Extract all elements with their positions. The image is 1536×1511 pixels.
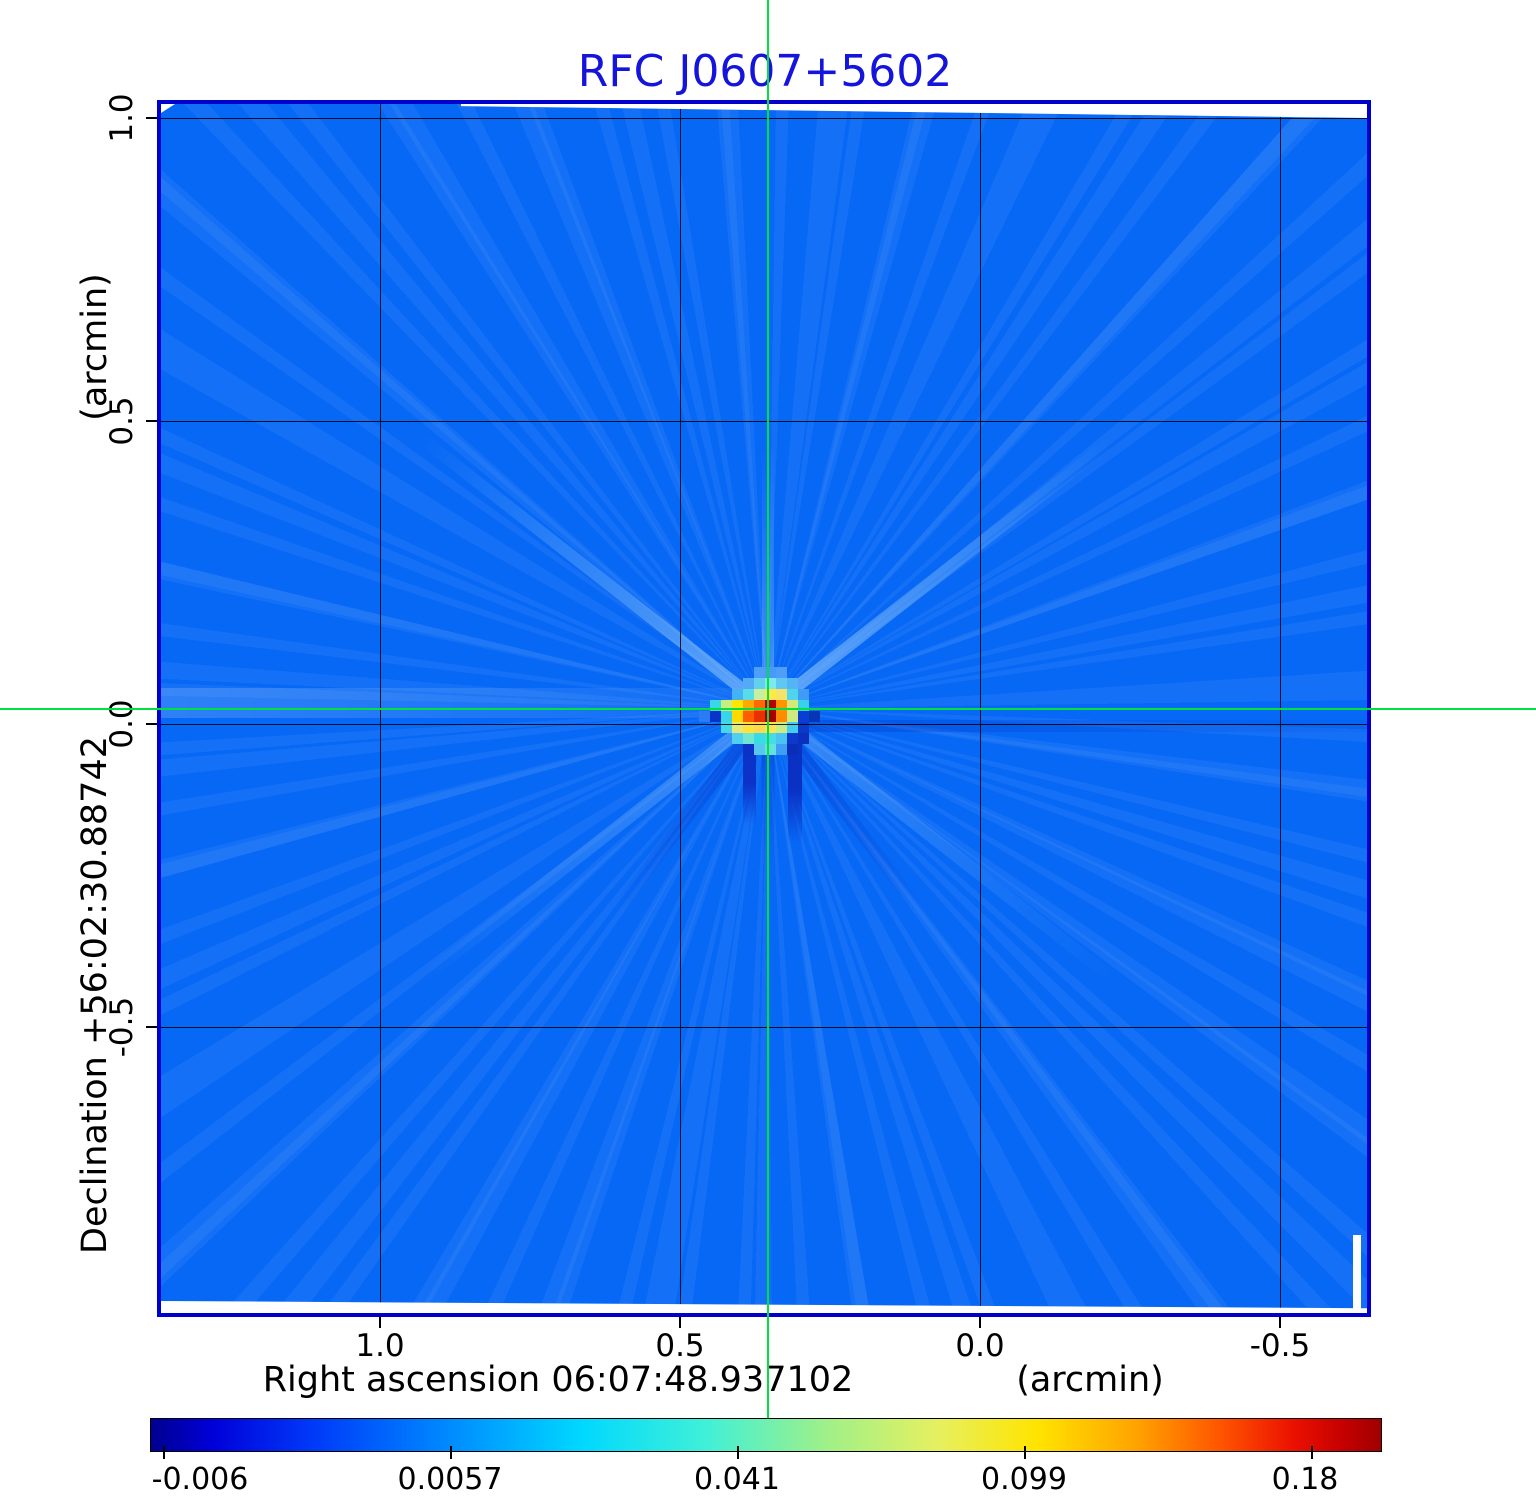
horizontal-artifact-band-right (801, 720, 1367, 732)
ytick-label-1.0: 1.0 (104, 93, 140, 143)
x-axis-title: Right ascension 06:07:48.937102 (262, 1360, 854, 1400)
gridline-horizontal-dec-1.0 (161, 118, 1367, 119)
y-axis-title: Declination +56:02:30.88742 (75, 736, 115, 1254)
blank-sliver-top-left (161, 104, 175, 113)
y-axis-unit-label: (arcmin) (75, 273, 115, 421)
ytickmark--0.5 (146, 1026, 157, 1028)
x-axis-unit-label: (arcmin) (1016, 1360, 1164, 1400)
colorbar-label-2: 0.0057 (397, 1462, 503, 1497)
xtick-label-0.5: 0.5 (655, 1328, 705, 1364)
plot-title: RFC J0607+5602 (577, 46, 953, 97)
gridline-horizontal-dec-0.5 (161, 421, 1367, 422)
colorbar-gradient (150, 1418, 1382, 1452)
xtickmark-0.0 (979, 1317, 981, 1328)
colorbar-tickmark-2 (450, 1446, 452, 1459)
xtickmark-1.0 (379, 1317, 381, 1328)
colorbar-tickmark-1 (163, 1446, 165, 1459)
xtick-label-1.0: 1.0 (355, 1328, 405, 1364)
xtick-label--0.5: -0.5 (1249, 1328, 1311, 1364)
source-pixel-art (699, 667, 820, 755)
ytickmark-1.0 (146, 117, 157, 119)
colorbar-label-1: -0.006 (151, 1462, 249, 1497)
colorbar-label-5: 0.18 (1271, 1462, 1339, 1497)
ytickmark-0.5 (146, 420, 157, 422)
crosshair-horizontal-line (0, 708, 1536, 710)
blank-notch-right (1353, 1235, 1361, 1313)
colorbar-label-4: 0.099 (981, 1462, 1067, 1497)
xtickmark--0.5 (1279, 1317, 1281, 1328)
colorbar-tickmark-5 (1311, 1446, 1313, 1459)
xtickmark-0.5 (679, 1317, 681, 1328)
horizontal-artifact-band-left (161, 688, 771, 718)
gridline-horizontal-dec--0.5 (161, 1027, 1367, 1028)
gridline-horizontal-dec-0.0 (161, 724, 1367, 725)
colorbar-tickmark-3 (737, 1446, 739, 1459)
colorbar-label-3: 0.041 (694, 1462, 780, 1497)
colorbar-tickmark-4 (1024, 1446, 1026, 1459)
ytickmark-0.0 (146, 723, 157, 725)
negative-sidelobe-right (788, 734, 802, 844)
negative-sidelobe-left (743, 734, 756, 824)
xtick-label-0.0: 0.0 (955, 1328, 1005, 1364)
